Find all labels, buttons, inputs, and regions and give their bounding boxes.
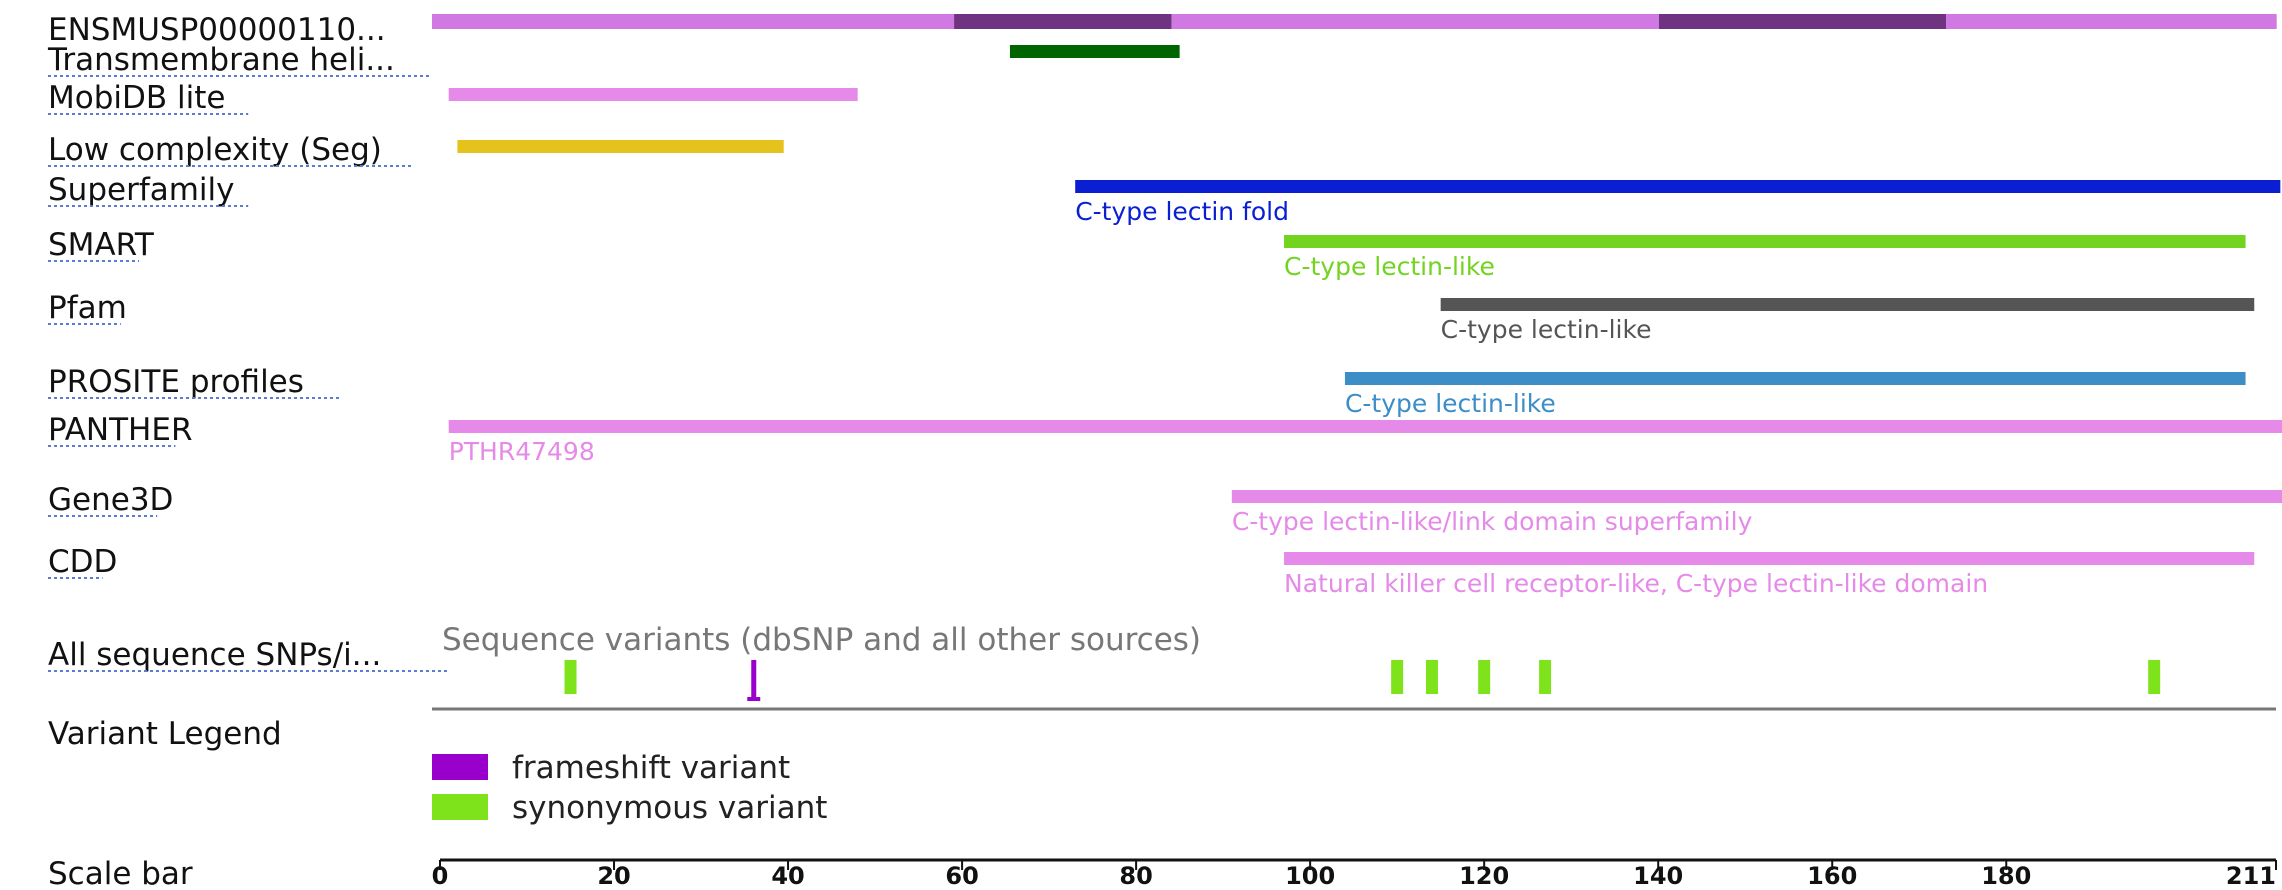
feature-bar-prosite[interactable] (1344, 372, 2246, 385)
snp-track-title: Sequence variants (dbSNP and all other s… (442, 622, 1201, 658)
variant-marker-frameshift[interactable] (751, 660, 757, 698)
protein-exon-segment (954, 14, 1172, 29)
scale-tick-label: 120 (1459, 862, 1509, 890)
scale-tick-label: 60 (945, 862, 978, 890)
track-label-prosite[interactable]: PROSITE profiles (48, 364, 304, 400)
feature-bar-smart[interactable] (1284, 235, 2246, 248)
scale-tick-label: 0 (432, 862, 449, 890)
feature-label-pfam: C-type lectin-like (1441, 315, 1652, 344)
track-label-smart[interactable]: SMART (48, 227, 155, 263)
feature-bar-panther[interactable] (448, 420, 2282, 433)
legend-text-frameshift: frameshift variant (512, 750, 790, 786)
variant-legend-label: Variant Legend (48, 716, 282, 752)
scale-tick-label: 160 (1807, 862, 1857, 890)
scale-tick-label: 20 (597, 862, 630, 890)
legend-swatch-frameshift (432, 754, 488, 780)
variant-marker-synonymous[interactable] (1425, 660, 1438, 694)
feature-label-smart: C-type lectin-like (1284, 252, 1495, 281)
feature-bar-superfamily[interactable] (1075, 180, 2281, 193)
feature-label-prosite: C-type lectin-like (1345, 389, 1556, 418)
track-label-superfamily[interactable]: Superfamily (48, 172, 235, 208)
scale-tick-label: 180 (1981, 862, 2031, 890)
protein-track-label: ENSMUSP00000110... (48, 12, 386, 48)
track-label-gene3d[interactable]: Gene3D (48, 482, 173, 518)
track-label-seg[interactable]: Low complexity (Seg) (48, 132, 382, 168)
feature-bar-mobidb[interactable] (448, 88, 858, 101)
variant-marker-synonymous[interactable] (2148, 660, 2161, 694)
legend-text-synonymous: synonymous variant (512, 790, 827, 826)
protein-exon-segment (432, 14, 955, 29)
protein-exon-segment (1171, 14, 1659, 29)
track-label-mobidb[interactable]: MobiDB lite (48, 80, 225, 116)
variant-marker-synonymous[interactable] (564, 660, 577, 694)
track-label-panther[interactable]: PANTHER (48, 412, 192, 448)
scale-tick-label: 140 (1633, 862, 1683, 890)
feature-label-cdd: Natural killer cell receptor-like, C-typ… (1284, 569, 1988, 598)
feature-bar-transmembrane[interactable] (1009, 45, 1180, 58)
snp-track-label[interactable]: All sequence SNPs/i... (48, 637, 381, 673)
feature-bar-cdd[interactable] (1284, 552, 2255, 565)
scale-bar-label: Scale bar (48, 856, 193, 890)
track-label-pfam[interactable]: Pfam (48, 290, 127, 326)
variant-marker-synonymous[interactable] (1539, 660, 1552, 694)
scale-tick-label: 211 (2226, 862, 2276, 890)
variant-marker-synonymous[interactable] (1478, 660, 1491, 694)
variant-marker-synonymous[interactable] (1391, 660, 1404, 694)
feature-label-panther: PTHR47498 (449, 437, 595, 466)
feature-bar-pfam[interactable] (1440, 298, 2255, 311)
protein-exon-segment (1658, 14, 1947, 29)
feature-bar-seg[interactable] (457, 140, 784, 153)
scale-tick-label: 80 (1119, 862, 1152, 890)
protein-exon-segment (1946, 14, 2277, 29)
feature-label-superfamily: C-type lectin fold (1075, 197, 1289, 226)
legend-swatch-synonymous (432, 794, 488, 820)
track-label-transmembrane[interactable]: Transmembrane heli... (47, 42, 395, 78)
track-label-cdd[interactable]: CDD (48, 544, 117, 580)
scale-tick-label: 40 (771, 862, 804, 890)
variant-marker-base (747, 697, 761, 701)
feature-bar-gene3d[interactable] (1231, 490, 2282, 503)
scale-tick-label: 100 (1285, 862, 1335, 890)
feature-label-gene3d: C-type lectin-like/link domain superfami… (1232, 507, 1753, 536)
